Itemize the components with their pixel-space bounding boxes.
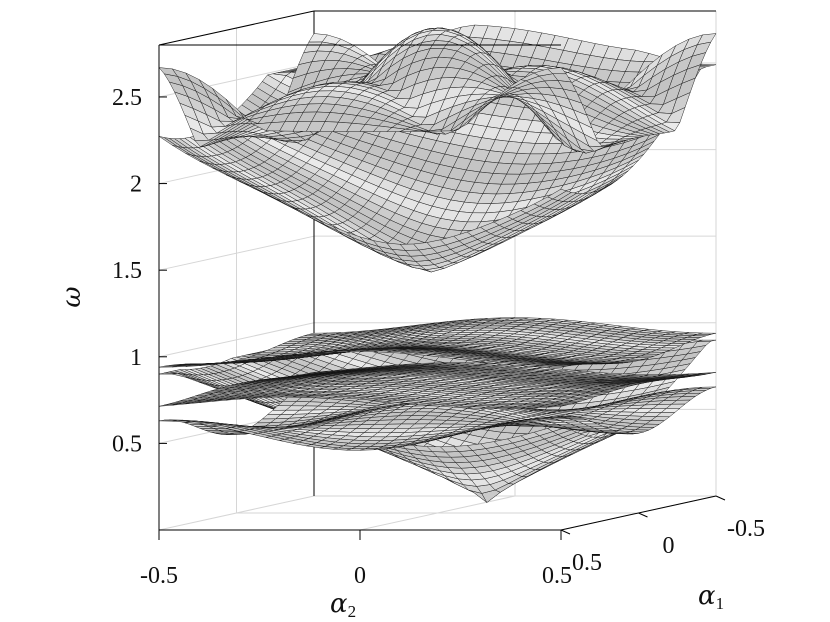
- surface-group: [158, 24, 717, 503]
- surface-band-2: [158, 383, 717, 451]
